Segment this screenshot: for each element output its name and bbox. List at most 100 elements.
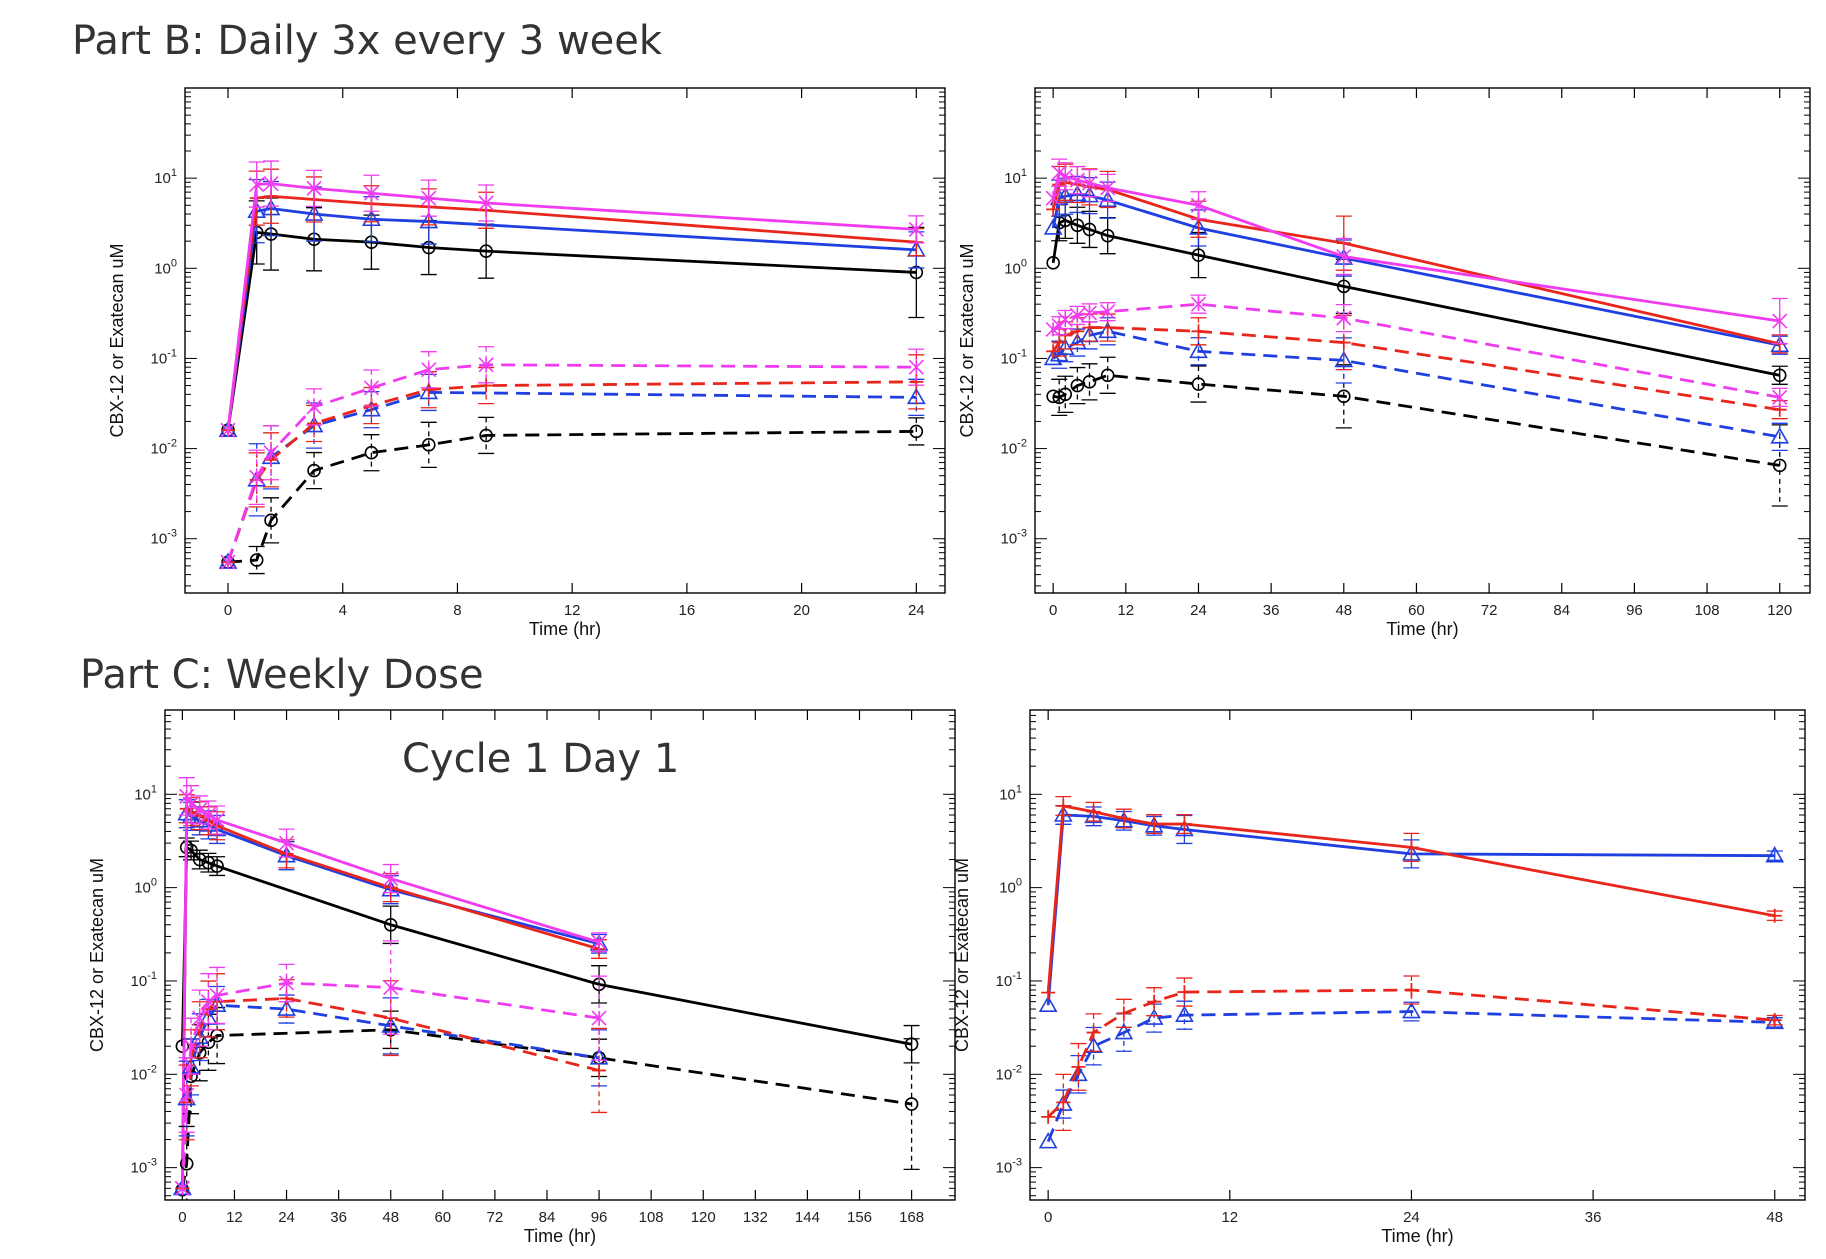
data-point (1086, 1025, 1101, 1040)
series-5 (218, 373, 926, 569)
data-point (1082, 222, 1097, 237)
y-tick-label: 100 (154, 257, 177, 277)
data-point (278, 835, 295, 851)
data-point (362, 209, 381, 227)
y-tick-label: 10-2 (1001, 438, 1027, 458)
data-point (591, 1010, 607, 1026)
series-7 (174, 940, 608, 1196)
part-c-heading: Part C: Weekly Dose (80, 652, 484, 698)
y-axis-title: CBX-12 or Exatecan uM (952, 858, 972, 1052)
x-tick-label: 72 (1481, 602, 1498, 619)
data-point (1057, 311, 1073, 328)
x-tick-label: 36 (1263, 602, 1280, 619)
data-point (1175, 819, 1194, 837)
data-point (591, 934, 607, 950)
data-point (1336, 335, 1351, 350)
series-line (1046, 1010, 1775, 1143)
data-point (1191, 377, 1206, 391)
x-tick-label: 36 (330, 1209, 347, 1226)
data-point (1334, 350, 1354, 368)
data-point (264, 513, 278, 528)
data-point (183, 1038, 199, 1054)
data-point (249, 553, 264, 567)
plot-frame (184, 87, 946, 594)
data-point (1058, 387, 1073, 402)
data-point (175, 1039, 190, 1054)
data-point (1100, 368, 1115, 383)
data-point (1038, 995, 1058, 1012)
data-point (1081, 305, 1098, 321)
x-tick-label: 84 (1553, 602, 1570, 619)
data-point (478, 195, 494, 211)
series-line (1051, 193, 1781, 347)
data-point (1043, 348, 1063, 366)
data-point (1069, 307, 1085, 323)
x-tick-label: 0 (178, 1209, 186, 1226)
x-tick-label: 24 (1403, 1209, 1420, 1226)
data-point (179, 1156, 194, 1171)
data-point (1190, 197, 1207, 213)
y-tick-label: 10-3 (1001, 528, 1027, 548)
data-point (192, 802, 208, 818)
data-point (1404, 983, 1419, 998)
y-tick-label: 100 (999, 877, 1022, 897)
y-tick-label: 100 (134, 877, 157, 897)
series-5 (1043, 317, 1790, 452)
x-tick-label: 108 (1695, 602, 1720, 619)
data-point (1770, 427, 1790, 444)
data-point (263, 176, 279, 192)
data-point (1177, 817, 1192, 832)
x-axis-title: Time (hr) (524, 1226, 596, 1246)
data-point (478, 357, 494, 373)
data-point (1765, 1012, 1785, 1030)
chart-part-b-cycle: 0 12 24 36 48 60 72 84 96 108 120 10-3 10-2 10-1 100 10… (957, 87, 1811, 639)
series-7 (1045, 294, 1788, 408)
data-point (1772, 368, 1787, 383)
series-0 (175, 837, 920, 1064)
x-tick-label: 48 (1766, 1209, 1783, 1226)
data-point (1336, 310, 1352, 326)
chart-part-c-cycle1-day1: 0 12 24 36 48 60 72 84 96 108 120 132 144 156 168 10-3 1… (87, 709, 956, 1246)
x-tick-label: 0 (1049, 602, 1057, 619)
data-point (1175, 1005, 1194, 1022)
data-point (383, 871, 399, 887)
x-tick-label: 16 (679, 602, 696, 619)
y-axis-title: CBX-12 or Exatecan uM (87, 858, 107, 1052)
x-tick-label: 12 (564, 602, 581, 619)
data-point (179, 1087, 195, 1103)
x-tick-label: 60 (1408, 602, 1425, 619)
data-point (909, 424, 924, 439)
series-line (1051, 218, 1781, 377)
series-line (180, 981, 600, 1189)
series-line (1046, 804, 1775, 993)
data-point (383, 979, 399, 996)
series-3 (1041, 975, 1783, 1132)
data-point (1082, 320, 1097, 335)
y-tick-label: 101 (134, 783, 157, 803)
series-line (1052, 329, 1780, 439)
x-tick-label: 48 (1335, 602, 1352, 619)
series-7 (220, 346, 925, 570)
y-tick-label: 101 (1004, 167, 1027, 187)
data-point (1772, 402, 1787, 417)
data-point (1043, 218, 1063, 235)
data-point (421, 382, 436, 397)
series-line (226, 230, 917, 431)
data-point (192, 1010, 208, 1026)
data-point (307, 463, 321, 478)
data-point (1086, 804, 1101, 819)
x-tick-label: 24 (908, 602, 925, 619)
data-point (174, 1180, 190, 1196)
x-tick-label: 12 (1221, 1209, 1238, 1226)
data-point (592, 1063, 607, 1078)
data-point (1056, 798, 1071, 813)
x-tick-label: 96 (591, 1209, 608, 1226)
data-point (209, 987, 225, 1003)
data-point (1081, 175, 1098, 191)
x-tick-label: 24 (1190, 602, 1207, 619)
chart-part-c-later: 0 12 24 36 48 10-3 10-2 10-1 100 101 Time (hr) CBX-… (952, 709, 1806, 1246)
x-axis-title: Time (hr) (1381, 1226, 1453, 1246)
series-1 (1041, 795, 1783, 1000)
data-point (1402, 1001, 1421, 1019)
data-point (1772, 389, 1788, 405)
